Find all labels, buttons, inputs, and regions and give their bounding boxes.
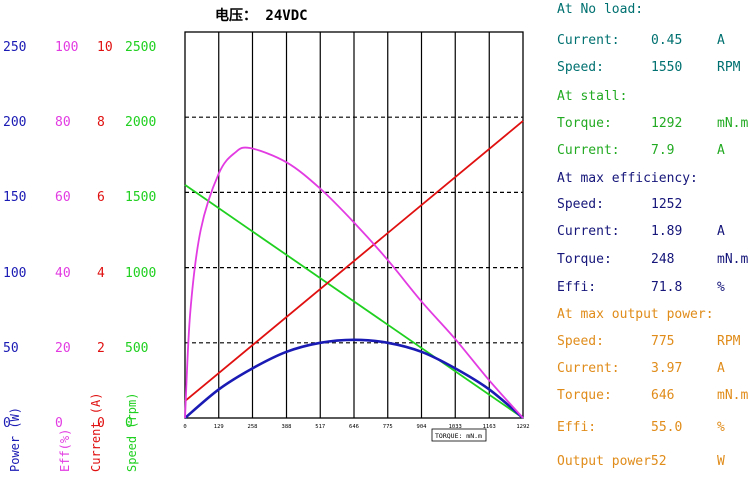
spec-label: Speed:	[557, 334, 604, 349]
spec-unit: A	[717, 361, 725, 376]
y-tick-label: 500	[125, 340, 149, 356]
spec-label: Torque:	[557, 388, 612, 403]
spec-value: 646	[651, 388, 675, 403]
x-tick-labels: 0 129 258 388 517 646 775 904 1033 1163 1292	[183, 424, 529, 430]
spec-unit: RPM	[717, 60, 741, 75]
y-tick-label: 10	[97, 40, 113, 55]
y-tick-label: 0	[97, 416, 105, 431]
eff-curve	[184, 146, 524, 419]
y-tick-label: 20	[55, 340, 71, 356]
spec-unit: %	[717, 280, 725, 295]
spec-value: 1.89	[651, 224, 683, 239]
spec-value: 3.97	[651, 361, 683, 376]
chart-title: 电压： 24VDC	[215, 7, 308, 24]
spec-label: Effi:	[557, 280, 597, 295]
spec-value: 55.0	[651, 420, 683, 435]
horizontal-gridlines	[185, 116, 523, 344]
y-tick-label: 2000	[125, 115, 157, 131]
y-tick-label: 100	[3, 265, 27, 281]
y-tick-label: 2	[97, 340, 105, 356]
x-tick-label: 258	[248, 424, 258, 430]
spec-label: Speed:	[557, 197, 604, 212]
spec-value: 1550	[651, 60, 683, 75]
y-tick-label: 50	[3, 340, 19, 356]
x-tick-label: 775	[383, 424, 393, 430]
y-tick-label: 2500	[125, 40, 157, 55]
y-tick-label: 0	[125, 416, 133, 431]
y-tick-label: 80	[55, 115, 71, 131]
y-tick-label: 1500	[125, 190, 157, 206]
spec-label: Speed:	[557, 60, 604, 75]
y-tick-label: 200	[3, 115, 27, 131]
x-tick-label: 1033	[449, 424, 462, 430]
x-tick-label: 0	[183, 424, 186, 430]
curves	[184, 120, 524, 419]
y-tick-label: 150	[3, 190, 27, 206]
y-tick-label: 60	[55, 190, 71, 206]
x-tick-label: 1292	[516, 424, 529, 430]
y-tick-label: 4	[97, 265, 105, 281]
spec-value: 248	[651, 252, 675, 267]
y-tick-label: 100	[55, 40, 79, 55]
spec-label: Effi:	[557, 420, 597, 435]
spec-unit: A	[717, 143, 725, 158]
x-tick-label: 517	[315, 424, 325, 430]
spec-heading: At max output power:	[557, 307, 714, 322]
spec-unit: W	[717, 454, 725, 469]
spec-label: Torque:	[557, 116, 612, 131]
spec-heading: At stall:	[557, 89, 628, 104]
y-axis-label: Speed (rpm)	[125, 392, 139, 472]
spec-heading: At No load:	[557, 2, 644, 17]
x-tick-label: 904	[417, 424, 428, 430]
spec-unit: %	[717, 420, 725, 435]
current-curve	[184, 120, 524, 402]
speed-curve	[184, 184, 524, 419]
spec-heading: At max efficiency:	[557, 171, 698, 186]
vertical-gridlines	[218, 32, 490, 418]
spec-label: Torque:	[557, 252, 612, 267]
xlabel-box	[431, 428, 487, 442]
power-curve	[184, 338, 524, 419]
spec-label: Current:	[557, 143, 620, 158]
spec-value: 1252	[651, 197, 683, 212]
spec-unit: RPM	[717, 334, 741, 349]
y-tick-label: 0	[55, 416, 63, 431]
spec-label: Output power52	[557, 454, 667, 469]
y-axis-label: Power (W)	[8, 406, 22, 472]
y-axis-label: Eff(%)	[58, 428, 72, 472]
spec-unit: A	[717, 224, 725, 239]
y-tick-label: 40	[55, 265, 71, 281]
spec-label: Current:	[557, 33, 620, 48]
x-tick-label: 388	[282, 424, 292, 430]
y-tick-label: 6	[97, 190, 105, 206]
spec-unit: mN.m	[717, 116, 749, 131]
spec-value: 0.45	[651, 33, 683, 48]
y-tick-label: 1000	[125, 265, 157, 281]
spec-label: Current:	[557, 361, 620, 376]
spec-value: 71.8	[651, 280, 683, 295]
spec-label: Current:	[557, 224, 620, 239]
spec-value: 7.9	[651, 143, 675, 158]
spec-unit: mN.m	[717, 252, 749, 267]
x-tick-label: 129	[214, 424, 224, 430]
spec-value: 775	[651, 334, 675, 349]
y-tick-label: 0	[3, 416, 11, 431]
x-axis-label: TORQUE: mN.m	[435, 432, 482, 440]
spec-unit: A	[717, 33, 725, 48]
spec-value: 1292	[651, 116, 683, 131]
spec-unit: mN.m	[717, 388, 749, 403]
y-tick-label: 250	[3, 40, 27, 55]
y-axis-label: Current (A)	[89, 392, 103, 472]
x-tick-label: 646	[349, 424, 359, 430]
x-tick-label: 1163	[483, 424, 496, 430]
y-tick-label: 8	[97, 115, 105, 131]
